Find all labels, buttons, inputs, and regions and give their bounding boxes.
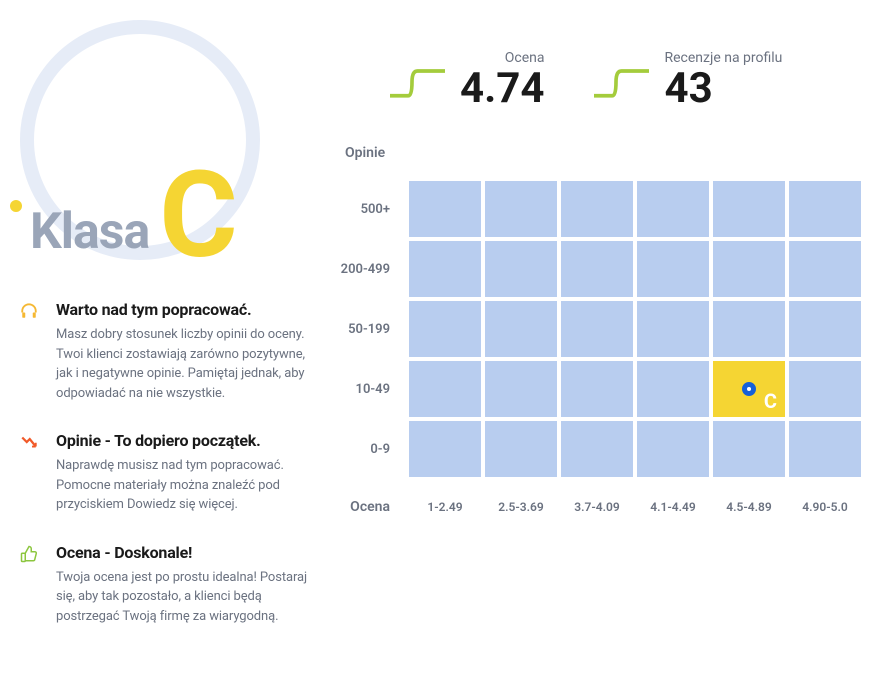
headphones-icon	[20, 302, 38, 320]
heatmap-marker	[742, 382, 756, 396]
stat-reviews: Recenzje na profilu 43	[594, 50, 782, 110]
tip-item: Warto nad tym popracować. Masz dobry sto…	[20, 300, 320, 403]
heatmap-cell	[789, 361, 861, 417]
sparkline-icon	[390, 62, 445, 102]
trend-down-icon	[20, 433, 38, 451]
heatmap-row-label: 50-199	[330, 301, 405, 357]
heatmap-col-label: 4.5-4.89	[713, 481, 785, 521]
heatmap-cell	[789, 421, 861, 477]
stat-rating-value: 4.74	[460, 68, 544, 110]
heatmap-cell	[637, 361, 709, 417]
badge-dot	[10, 200, 22, 212]
heatmap-cell	[637, 421, 709, 477]
heatmap-col-label: 2.5-3.69	[485, 481, 557, 521]
heatmap-cell	[637, 181, 709, 237]
heatmap-col-label: 3.7-4.09	[561, 481, 633, 521]
heatmap-cell	[789, 241, 861, 297]
class-badge: Klasa C	[10, 20, 320, 270]
heatmap-y-title: Opinie	[330, 145, 886, 161]
tip-title: Ocena - Doskonale!	[56, 543, 320, 562]
stat-rating: Ocena 4.74	[390, 50, 544, 110]
heatmap-cell	[637, 241, 709, 297]
heatmap-cell	[561, 301, 633, 357]
heatmap-row-label: 500+	[330, 181, 405, 237]
heatmap-cell	[713, 301, 785, 357]
heatmap-cell	[561, 181, 633, 237]
heatmap-cell	[485, 241, 557, 297]
tip-item: Ocena - Doskonale! Twoja ocena jest po p…	[20, 543, 320, 627]
heatmap-cell	[713, 421, 785, 477]
sparkline-icon	[594, 62, 649, 102]
heatmap-grid: 500+200-49950-19910-49 C 0-9Ocena1-2.492.5…	[330, 181, 886, 521]
heatmap-row-label: 10-49	[330, 361, 405, 417]
badge-prefix: Klasa	[30, 203, 149, 261]
heatmap-cell	[789, 181, 861, 237]
heatmap-cell	[485, 421, 557, 477]
heatmap-x-title: Ocena	[330, 481, 405, 521]
heatmap-cell	[789, 301, 861, 357]
badge-letter: C	[159, 168, 238, 264]
tip-text: Naprawdę musisz nad tym popracować. Pomo…	[56, 456, 320, 515]
stats-row: Ocena 4.74 Recenzje na profilu 43	[330, 50, 886, 110]
heatmap-cell-letter: C	[764, 389, 777, 413]
heatmap-cell	[409, 241, 481, 297]
heatmap-cell	[409, 301, 481, 357]
heatmap-cell	[485, 361, 557, 417]
tip-list: Warto nad tym popracować. Masz dobry sto…	[10, 300, 320, 626]
heatmap-row-label: 200-499	[330, 241, 405, 297]
heatmap-col-label: 4.90-5.0	[789, 481, 861, 521]
heatmap-cell	[409, 361, 481, 417]
heatmap-cell	[409, 181, 481, 237]
heatmap-cell	[561, 361, 633, 417]
heatmap-row-label: 0-9	[330, 421, 405, 477]
heatmap-cell	[485, 181, 557, 237]
heatmap-cell	[561, 421, 633, 477]
tip-text: Masz dobry stosunek liczby opinii do oce…	[56, 325, 320, 403]
thumb-up-icon	[20, 545, 38, 563]
heatmap-cell	[713, 181, 785, 237]
tip-title: Warto nad tym popracować.	[56, 300, 320, 319]
heatmap-cell	[637, 301, 709, 357]
heatmap-col-label: 4.1-4.49	[637, 481, 709, 521]
tip-title: Opinie - To dopiero początek.	[56, 431, 320, 450]
heatmap-cell	[485, 301, 557, 357]
heatmap-cell: C	[713, 361, 785, 417]
heatmap-cell	[713, 241, 785, 297]
tip-item: Opinie - To dopiero początek. Naprawdę m…	[20, 431, 320, 515]
stat-reviews-value: 43	[664, 68, 782, 110]
tip-text: Twoja ocena jest po prostu idealna! Post…	[56, 568, 320, 627]
heatmap-cell	[409, 421, 481, 477]
heatmap-col-label: 1-2.49	[409, 481, 481, 521]
heatmap-cell	[561, 241, 633, 297]
heatmap: Opinie 500+200-49950-19910-49 C 0-9Ocena1-…	[330, 145, 886, 521]
